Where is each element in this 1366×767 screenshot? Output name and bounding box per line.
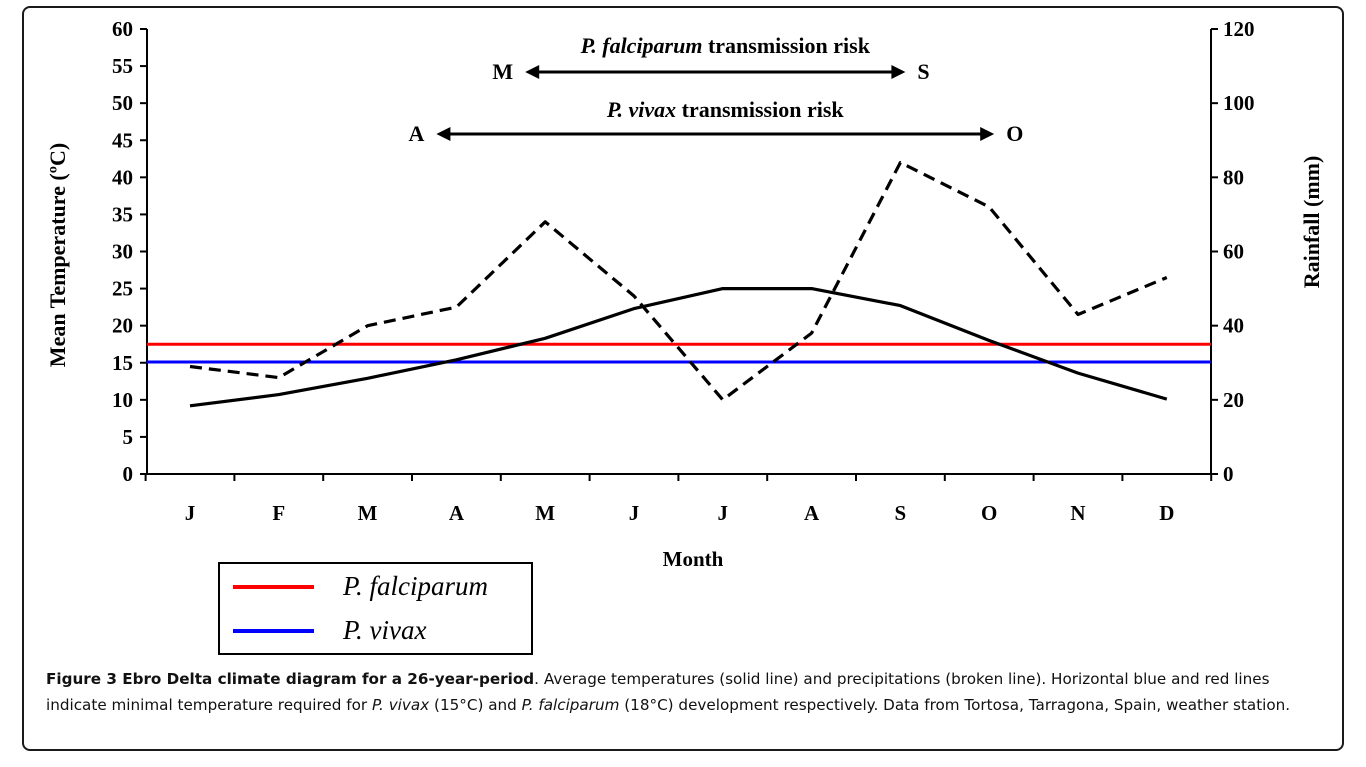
right-tick-label: 60 xyxy=(1223,240,1244,264)
right-tick-label: 120 xyxy=(1223,17,1255,41)
risk-title: P. vivax transmission risk xyxy=(606,97,844,122)
series-lines xyxy=(189,160,1168,408)
left-tick-label: 40 xyxy=(112,165,133,189)
transmission-risk-annotations: P. falciparum transmission risk M S P. viva… xyxy=(409,33,1024,146)
risk-arrow-head-right xyxy=(891,65,906,79)
rainfall-line xyxy=(189,160,1168,402)
x-tick-label: M xyxy=(358,501,378,525)
risk-title: P. falciparum transmission risk xyxy=(580,33,871,58)
left-tick-label: 25 xyxy=(112,277,133,301)
left-tick-label: 35 xyxy=(112,202,133,226)
risk-title-species: P. falciparum xyxy=(580,33,703,58)
risk-arrow-head-left xyxy=(525,65,540,79)
left-tick-label: 5 xyxy=(123,425,134,449)
caption-text-1: . Average temperatures (solid line) and … xyxy=(46,670,1270,714)
legend: P. falciparum P. vivax xyxy=(218,562,533,655)
y-right-axis-title: Rainfall (mm) xyxy=(1299,156,1324,289)
left-tick-label: 50 xyxy=(112,91,133,115)
legend-box xyxy=(218,562,533,655)
caption-italic-2: P. falciparum xyxy=(521,696,620,714)
x-tick-label: M xyxy=(535,501,555,525)
axes: 0 5 10 15 20 25 30 35 40 45 50 55 60 0 20 40 60 80 100 120 J… xyxy=(45,17,1324,571)
right-tick-label: 20 xyxy=(1223,388,1244,412)
x-tick-label: D xyxy=(1159,501,1174,525)
climate-chart: 0 5 10 15 20 25 30 35 40 45 50 55 60 0 20 40 60 80 100 120 J… xyxy=(45,17,1324,655)
risk-arrow-head-right xyxy=(980,127,995,141)
left-tick-label: 10 xyxy=(112,388,133,412)
x-tick-label: F xyxy=(272,501,285,525)
risk-start-label: M xyxy=(492,59,513,84)
x-tick-label: J xyxy=(718,501,729,525)
right-tick-label: 40 xyxy=(1223,314,1244,338)
caption-text-3: (18°C) development respectively. Data fr… xyxy=(619,696,1291,714)
x-tick-label: N xyxy=(1070,501,1085,525)
right-tick-label: 100 xyxy=(1223,91,1255,115)
left-tick-label: 60 xyxy=(112,17,133,41)
x-tick-label: A xyxy=(449,501,465,525)
left-tick-label: 15 xyxy=(112,351,133,375)
figure-caption: Figure 3 Ebro Delta climate diagram for … xyxy=(46,666,1332,718)
left-tick-label: 20 xyxy=(112,314,133,338)
x-tick-label: O xyxy=(981,501,997,525)
x-tick-label: S xyxy=(895,501,907,525)
x-axis-title: Month xyxy=(663,547,724,571)
risk-end-label: O xyxy=(1006,121,1023,146)
right-tick-label: 0 xyxy=(1223,462,1234,486)
left-tick-label: 45 xyxy=(112,128,133,152)
caption-italic-1: P. vivax xyxy=(371,696,430,714)
risk-start-label: A xyxy=(409,121,425,146)
threshold-lines xyxy=(147,342,1211,364)
y-left-axis-title: Mean Temperature (ºC) xyxy=(45,143,70,367)
left-tick-label: 0 xyxy=(123,462,134,486)
temperature-line xyxy=(189,287,1168,408)
right-tick-label: 80 xyxy=(1223,165,1244,189)
risk-end-label: S xyxy=(917,59,929,84)
x-tick-label: A xyxy=(804,501,820,525)
legend-label: P. vivax xyxy=(342,615,426,645)
caption-text-2: (15°C) and xyxy=(429,696,522,714)
x-tick-label: J xyxy=(185,501,196,525)
x-tick-label: J xyxy=(629,501,640,525)
caption-lead: Figure 3 Ebro Delta climate diagram for … xyxy=(46,670,535,688)
risk-title-rest: transmission risk xyxy=(702,33,870,58)
legend-label: P. falciparum xyxy=(342,571,488,601)
risk-title-rest: transmission risk xyxy=(676,97,844,122)
risk-arrow-head-left xyxy=(436,127,451,141)
left-tick-label: 55 xyxy=(112,54,133,78)
risk-title-species: P. vivax xyxy=(606,97,676,122)
left-tick-label: 30 xyxy=(112,240,133,264)
